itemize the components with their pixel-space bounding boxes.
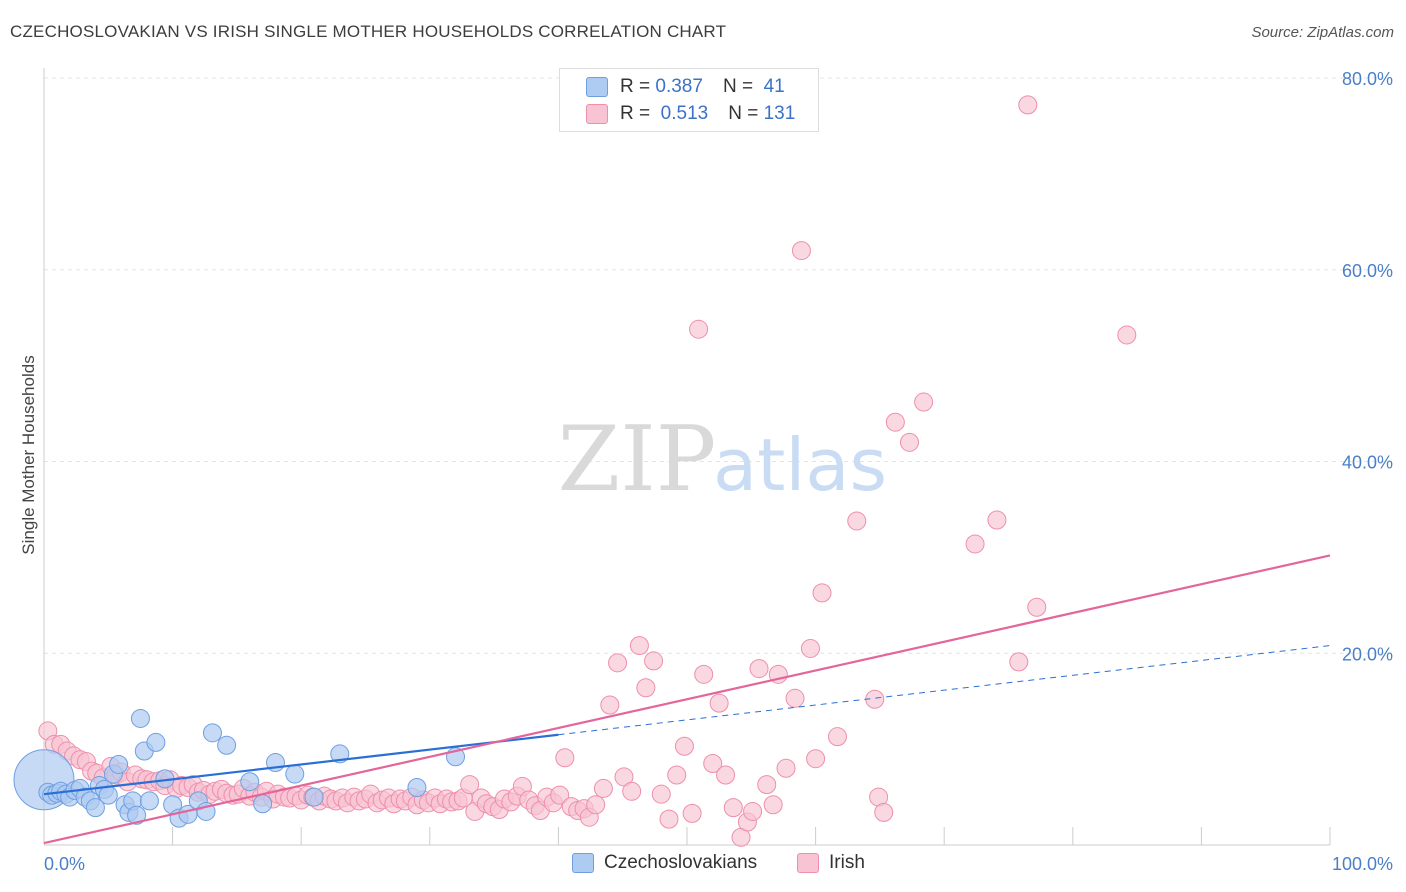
grid-lines [44,77,1392,654]
axes [43,68,1331,846]
irish-point [1009,652,1029,672]
legend-n-label: N = [722,76,754,97]
y-tick-labels: 20.0% 40.0% 60.0% 80.0% [1342,69,1393,664]
blue-swatch-icon [572,853,594,873]
irish-point [987,510,1007,530]
irish-trend-line [43,554,1331,845]
irish-point [749,659,769,679]
irish-point [674,736,694,756]
legend-r-value: 0.387 [655,76,703,97]
pink-swatch-icon [797,853,819,873]
irish-point [757,775,777,795]
czechoslovakian-point [139,791,159,811]
irish-point [694,664,714,684]
irish-point [586,795,606,815]
irish-point [776,758,796,778]
source-label: Source: ZipAtlas.com [1251,24,1394,41]
irish-point [847,511,867,531]
irish-point [1018,95,1038,115]
irish-point [914,392,934,412]
legend-r-label: R = [620,76,651,97]
czechoslovakian-point [85,798,105,818]
x-tick-label: 0.0% [44,854,85,874]
irish-point [743,801,763,821]
y-tick-label: 60.0% [1342,261,1393,281]
czechoslovakian-point [240,772,260,792]
czechoslovakian-point [285,764,305,784]
legend-r-label: R = [620,103,651,124]
legend-row-czechoslovakians: R = 0.387 N = 41 [586,74,785,100]
irish-point [723,798,743,818]
irish-point [689,319,709,339]
czechoslovakian-point [98,785,118,805]
irish-point [827,727,847,747]
irish-point [899,432,919,452]
bottom-legend-label: Czechoslovakians [604,852,758,873]
czechoslovakian-point [146,732,166,752]
czechoslovakian-point [202,723,222,743]
irish-point [1027,597,1047,617]
y-tick-label: 40.0% [1342,453,1393,473]
y-tick-label: 80.0% [1342,69,1393,89]
czechoslovakian-point [109,754,129,774]
irish-point [965,534,985,554]
pink-swatch-icon [586,104,608,124]
legend-n-value: 131 [763,103,796,124]
chart-title: CZECHOSLOVAKIAN VS IRISH SINGLE MOTHER H… [10,22,727,41]
czechoslovakian-point [407,777,427,797]
irish-point [593,778,613,798]
irish-point [629,636,649,656]
bottom-legend-czechoslovakians: Czechoslovakians [572,852,757,874]
irish-point [709,693,729,713]
irish-point [791,241,811,261]
irish-point [651,784,671,804]
irish-point [608,653,628,673]
legend-row-irish: R = 0.513 N = 131 [586,101,795,127]
irish-point [1117,325,1137,345]
watermark: ZIP atlas [558,407,887,512]
irish-point [682,803,702,823]
x-tick-label: 100.0% [1332,854,1393,874]
irish-point [716,765,736,785]
czechoslovakian-trend-extension [558,645,1331,736]
irish-point [763,795,783,815]
y-tick-label: 20.0% [1342,644,1393,664]
czechoslovakian-point [253,794,273,814]
y-axis-label: Single Mother Households [19,355,38,554]
bottom-legend-label: Irish [829,852,865,873]
irish-point [785,688,805,708]
watermark-zip: ZIP [558,407,717,512]
watermark-atlas: atlas [713,423,887,507]
legend-n-label: N = [728,103,759,124]
irish-point [636,678,656,698]
irish-point [667,765,687,785]
irish-point [703,754,723,774]
czechoslovakian-point [304,787,324,807]
irish-point [874,802,894,822]
irish-point [812,583,832,603]
irish-point [885,412,905,432]
czechoslovakian-point [217,735,237,755]
legend-r-value: 0.513 [660,103,709,124]
bottom-legend-irish: Irish [797,852,865,874]
irish-point [622,781,642,801]
irish-point [800,638,820,658]
irish-point [550,785,570,805]
czechoslovakian-trend-line [43,733,559,796]
irish-point [555,748,575,768]
trend-lines [43,554,1331,845]
irish-point [644,651,664,671]
x-tick-labels: 0.0% 100.0% [44,854,1393,874]
blue-swatch-icon [586,77,608,97]
irish-point [659,809,679,829]
correlation-legend: R = 0.387 N = 41 R = 0.513 N = 131 [559,68,819,132]
irish-point [600,695,620,715]
czechoslovakian-point [127,805,147,825]
irish-point [460,775,480,795]
legend-n-value: 41 [763,76,785,97]
irish-point [806,749,826,769]
czechoslovakian-point [130,708,150,728]
